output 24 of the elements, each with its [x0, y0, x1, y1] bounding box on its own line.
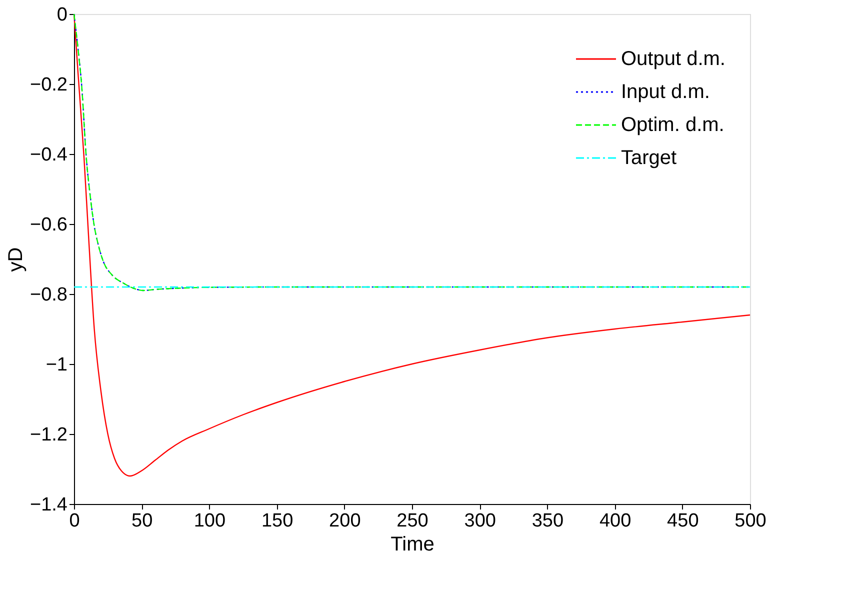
x-tick-label: 200 [329, 510, 361, 532]
y-tick-label: −1 [46, 354, 68, 376]
y-tick-label: −0.6 [30, 214, 68, 236]
x-tick-label: 450 [667, 510, 699, 532]
x-tick-label: 350 [532, 510, 564, 532]
y-axis-title: yD [4, 247, 27, 272]
x-tick-label: 50 [132, 510, 153, 532]
legend-label: Optim. d.m. [621, 114, 724, 136]
legend-label: Output d.m. [621, 48, 726, 70]
x-tick-label: 250 [396, 510, 428, 532]
x-axis-title: Time [390, 534, 434, 556]
y-tick-label: −0.8 [30, 284, 68, 306]
x-tick-label: 100 [194, 510, 226, 532]
legend-label: Input d.m. [621, 81, 710, 103]
x-tick-label: 300 [464, 510, 496, 532]
y-tick-label: −0.4 [30, 144, 68, 166]
x-tick-label: 150 [261, 510, 294, 532]
x-tick-label: 500 [734, 510, 766, 532]
legend-label: Target [621, 147, 678, 169]
y-tick-label: −0.2 [30, 74, 68, 96]
y-tick-label: −1.2 [30, 424, 68, 446]
y-tick-label: −1.4 [30, 494, 68, 516]
y-tick-label: 0 [56, 4, 68, 26]
x-tick-label: 400 [599, 510, 632, 532]
